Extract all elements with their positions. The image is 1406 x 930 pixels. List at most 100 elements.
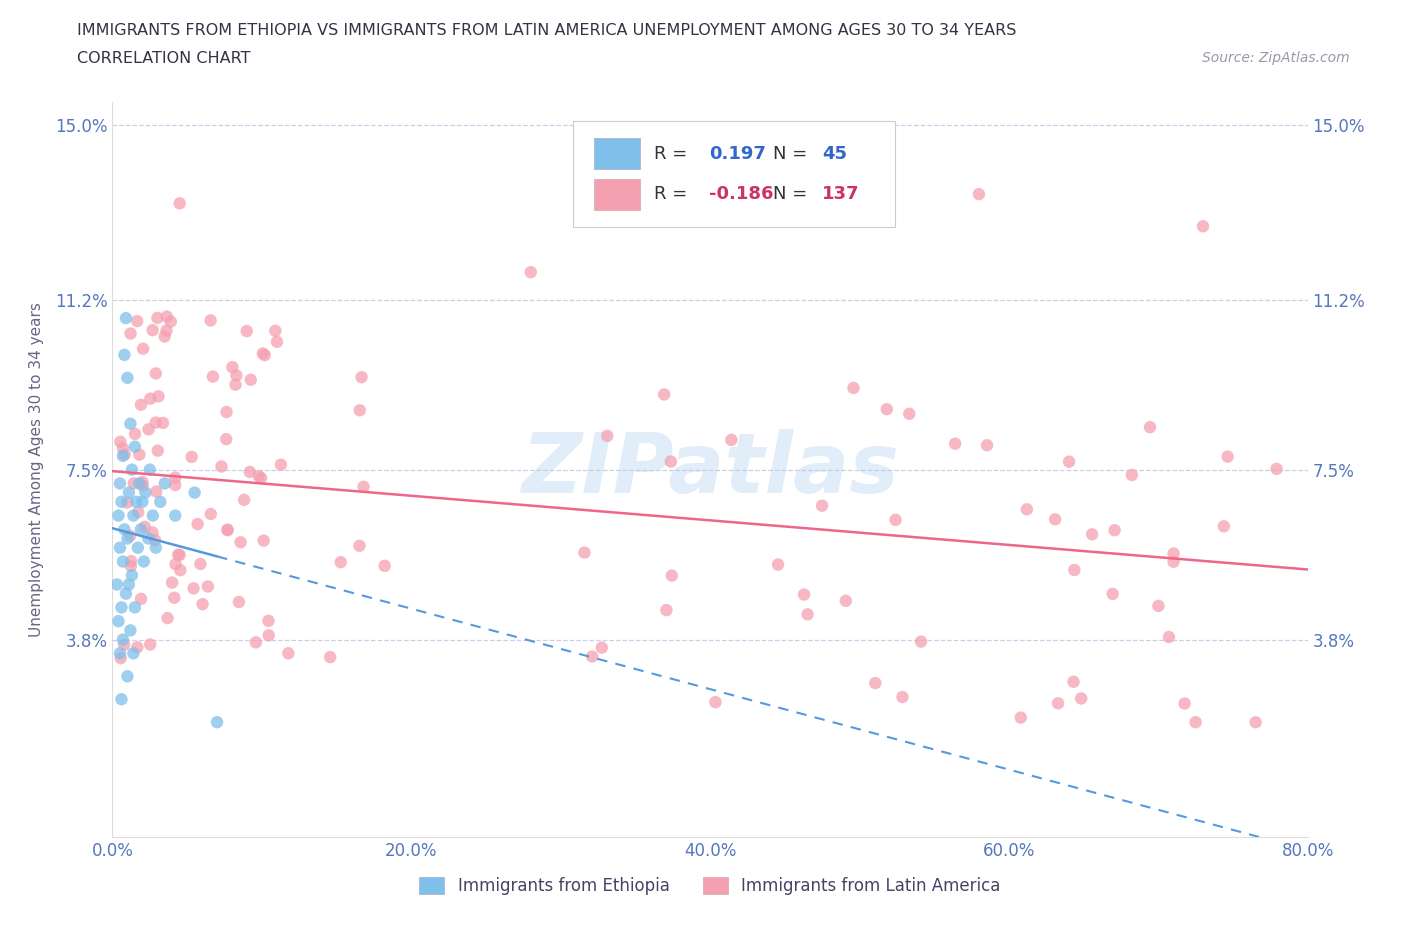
Point bbox=[114, 348, 135, 363]
Point bbox=[160, 575, 183, 590]
Point bbox=[142, 508, 165, 523]
Point bbox=[111, 448, 134, 463]
Point bbox=[139, 462, 162, 477]
Point bbox=[111, 632, 134, 647]
Point bbox=[266, 335, 288, 350]
Point bbox=[1010, 711, 1032, 725]
Point bbox=[120, 623, 142, 638]
Point bbox=[110, 434, 132, 449]
Legend: Immigrants from Ethiopia, Immigrants from Latin America: Immigrants from Ethiopia, Immigrants fro… bbox=[413, 870, 1007, 902]
Point bbox=[835, 593, 858, 608]
Point bbox=[1057, 454, 1080, 469]
Point bbox=[704, 695, 727, 710]
Point bbox=[1070, 691, 1092, 706]
Point bbox=[180, 449, 202, 464]
Point bbox=[891, 689, 914, 704]
Text: N =: N = bbox=[773, 145, 813, 163]
Point bbox=[145, 415, 167, 430]
Bar bbox=[595, 179, 640, 209]
Point bbox=[108, 645, 131, 660]
FancyBboxPatch shape bbox=[572, 121, 896, 227]
Point bbox=[876, 402, 898, 417]
Point bbox=[652, 387, 675, 402]
Point bbox=[235, 324, 257, 339]
Point bbox=[349, 403, 371, 418]
Text: N =: N = bbox=[773, 185, 813, 203]
Point bbox=[250, 471, 273, 485]
Point bbox=[127, 505, 149, 520]
Point bbox=[125, 495, 148, 510]
Point bbox=[270, 458, 292, 472]
Point bbox=[110, 600, 132, 615]
Text: CORRELATION CHART: CORRELATION CHART bbox=[77, 51, 250, 66]
Point bbox=[211, 459, 233, 474]
Point bbox=[146, 311, 169, 325]
Point bbox=[138, 531, 160, 546]
Point bbox=[1139, 419, 1161, 434]
Point bbox=[252, 346, 274, 361]
Point bbox=[967, 187, 990, 202]
Point bbox=[884, 512, 907, 527]
Point bbox=[127, 313, 149, 328]
Point bbox=[131, 474, 153, 489]
Point bbox=[277, 645, 299, 660]
Point bbox=[112, 637, 135, 652]
Point bbox=[115, 586, 138, 601]
Text: Source: ZipAtlas.com: Source: ZipAtlas.com bbox=[1202, 51, 1350, 65]
Point bbox=[107, 508, 129, 523]
Point bbox=[200, 313, 222, 328]
Point bbox=[156, 309, 179, 324]
Point bbox=[319, 650, 342, 665]
Point bbox=[191, 597, 214, 612]
Point bbox=[1015, 502, 1038, 517]
Point bbox=[165, 478, 187, 493]
Point bbox=[520, 265, 543, 280]
Point bbox=[245, 635, 267, 650]
Point bbox=[111, 441, 134, 456]
Point bbox=[121, 462, 143, 477]
Point bbox=[149, 495, 172, 510]
Point bbox=[165, 471, 187, 485]
Point bbox=[165, 508, 187, 523]
Point bbox=[1163, 554, 1185, 569]
Point bbox=[120, 553, 142, 568]
Point bbox=[143, 533, 166, 548]
Point bbox=[132, 341, 155, 356]
Point bbox=[224, 378, 246, 392]
Point bbox=[1192, 219, 1215, 233]
Text: -0.186: -0.186 bbox=[709, 185, 773, 203]
Point bbox=[141, 525, 163, 539]
Point bbox=[659, 454, 682, 469]
Point bbox=[1265, 461, 1288, 476]
Point bbox=[108, 540, 131, 555]
Point bbox=[257, 614, 280, 629]
Point bbox=[145, 366, 167, 381]
Point bbox=[229, 535, 252, 550]
Point bbox=[581, 649, 603, 664]
Point bbox=[122, 508, 145, 523]
Point bbox=[110, 495, 132, 510]
Point bbox=[247, 469, 270, 484]
Point bbox=[329, 554, 352, 569]
Point bbox=[264, 324, 287, 339]
Point bbox=[1063, 563, 1085, 578]
Point bbox=[1147, 598, 1170, 613]
Point bbox=[1101, 587, 1123, 602]
Point bbox=[156, 611, 179, 626]
Point bbox=[139, 392, 162, 406]
Point bbox=[122, 645, 145, 660]
Point bbox=[138, 422, 160, 437]
Point bbox=[114, 447, 136, 462]
Point bbox=[127, 540, 149, 555]
Point bbox=[350, 370, 373, 385]
Point bbox=[169, 196, 191, 211]
Point bbox=[134, 519, 156, 534]
Point bbox=[124, 427, 146, 442]
Point bbox=[129, 397, 152, 412]
Point bbox=[1184, 715, 1206, 730]
Text: 137: 137 bbox=[823, 185, 860, 203]
Point bbox=[146, 444, 169, 458]
Point bbox=[163, 591, 186, 605]
Point bbox=[132, 478, 155, 493]
Point bbox=[153, 476, 176, 491]
